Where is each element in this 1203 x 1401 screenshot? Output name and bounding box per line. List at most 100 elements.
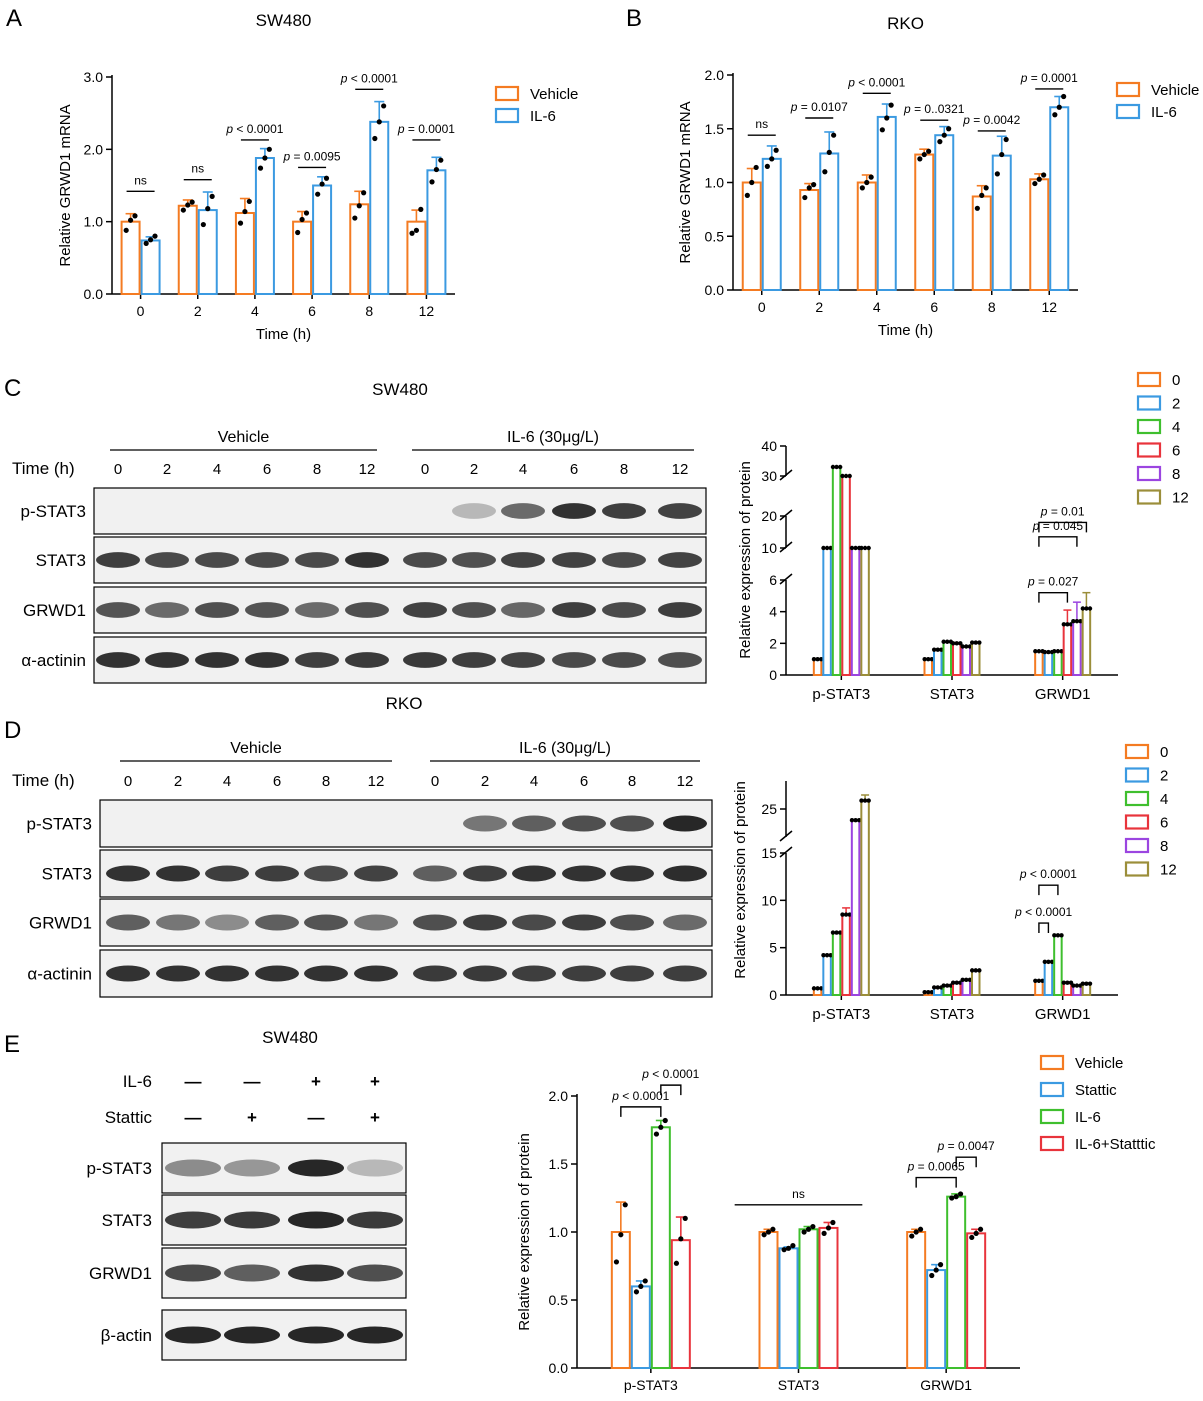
chart-b-data-point <box>888 102 894 108</box>
blot-c-band <box>552 552 596 568</box>
chart-d-data-point <box>929 989 935 995</box>
blot-d-band <box>463 865 507 882</box>
chart-a-bar <box>254 157 275 295</box>
blot-c-band <box>452 503 496 519</box>
chart-d-data-point <box>811 986 817 991</box>
chart-e-data-point <box>913 1229 919 1235</box>
chart-b-data-point <box>868 174 874 180</box>
chart-b-data-point <box>1032 180 1038 187</box>
blot-d-band <box>205 865 249 882</box>
chart-b-data-point <box>802 194 808 201</box>
blot-e-band <box>165 1326 221 1344</box>
chart-a-data-point <box>299 216 305 223</box>
blot-e-treatment-label-0: IL-6 <box>123 1072 152 1091</box>
chart-b-ytick-label-4: 2.0 <box>705 67 725 83</box>
chart-c-legend-label-2: 4 <box>1172 419 1180 436</box>
chart-e-xtick-label-0: p-STAT3 <box>624 1377 678 1393</box>
chart-b-ytick-label-3: 1.5 <box>705 121 725 137</box>
chart-a-data-point <box>132 213 138 219</box>
chart-c-data-point <box>811 656 817 662</box>
chart-c-bar <box>1072 620 1082 677</box>
chart-e-data-point <box>821 1230 827 1236</box>
chart-b-data-point <box>744 192 750 198</box>
blot-e-treatment-mark-0-1: — <box>244 1072 261 1091</box>
chart-b-data-point <box>926 148 932 154</box>
chart-a-bar <box>177 204 198 295</box>
chart-b-data-point <box>773 147 779 153</box>
chart-d-data-point <box>834 930 839 935</box>
blot-e-treatment-label-1: Stattic <box>105 1108 153 1127</box>
chart-c-data-point <box>837 464 843 470</box>
chart-e-ytick-label-4: 2.0 <box>549 1088 569 1104</box>
chart-a-sig-label-2: p < 0.0001 <box>225 122 283 136</box>
blot-d-time-label: Time (h) <box>12 771 75 790</box>
chart-a-ytick-label-0: 0.0 <box>84 286 104 302</box>
blot-d-band <box>354 914 398 931</box>
chart-e-chart: 0.0 0.5 1.0 1.5 2.0 p-STAT3 STAT3 GRWD1 Relative… <box>516 1054 1156 1393</box>
blot-d-band <box>610 815 654 832</box>
chart-a-ytick-label-1: 1.0 <box>84 214 104 230</box>
chart-b-data-point <box>921 151 927 158</box>
blot-d-blot: RKO Vehicle IL-6 (30μg/L) Time (h) 0 2 4 6 8 12 0 2… <box>12 694 713 998</box>
chart-a-legend-label-1: IL-6 <box>530 108 556 125</box>
chart-e-data-point <box>949 1195 955 1201</box>
chart-c-sig-bracket-1 <box>1038 536 1078 547</box>
chart-e-data-point <box>618 1232 624 1238</box>
chart-c-ytick-label-0-1: 2 <box>769 635 777 651</box>
blot-e-treatment-mark-1-1: + <box>247 1108 257 1127</box>
chart-b-data-point <box>879 127 885 133</box>
chart-e-data-point <box>638 1283 644 1289</box>
chart-a-data-point <box>127 217 134 223</box>
blot-d-band <box>255 865 299 882</box>
chart-e-data-point <box>781 1247 787 1253</box>
chart-b-xtick-label-2: 4 <box>873 299 881 315</box>
chart-d-bar <box>961 978 971 996</box>
chart-a-data-point <box>295 229 301 236</box>
blot-d-lane-label-4: 8 <box>322 773 330 790</box>
chart-d-ytick-label-0-0: 0 <box>769 987 777 1003</box>
blot-c-band <box>96 602 140 618</box>
blot-c-band <box>602 503 646 519</box>
chart-c-legend-swatch-5 <box>1136 489 1162 505</box>
blot-d-row-label-3: α-actinin <box>27 965 92 984</box>
chart-e-data-point <box>909 1233 915 1239</box>
blot-d-band <box>512 965 556 982</box>
chart-c-data-point <box>847 473 852 479</box>
blot-c-band <box>602 552 646 568</box>
chart-c-bar <box>831 466 842 676</box>
chart-c-data-point <box>1084 606 1089 611</box>
chart-b-data-point <box>937 139 943 145</box>
chart-c-data-point <box>967 644 973 649</box>
blot-d-lane-label-5: 12 <box>368 773 385 790</box>
panel-label-d: D <box>4 717 21 744</box>
blot-e-treatment-mark-1-2: — <box>308 1108 325 1127</box>
chart-e-ytick-label-2: 1.0 <box>549 1224 569 1240</box>
blot-e-band <box>224 1159 280 1177</box>
chart-a-data-point <box>242 208 248 215</box>
chart-d-data-point <box>840 912 845 917</box>
blot-e-band <box>165 1211 221 1229</box>
chart-a-bar <box>234 211 255 295</box>
chart-c-legend-label-3: 6 <box>1172 443 1180 460</box>
chart-e-data-point <box>613 1259 620 1265</box>
chart-c-axis-break-top-0 <box>779 573 793 585</box>
blot-c-lane-label-2: 4 <box>213 461 221 478</box>
blot-c-band <box>658 552 702 568</box>
chart-d-sig-bracket-1 <box>1038 884 1059 896</box>
chart-c-legend-swatch-0 <box>1136 371 1162 388</box>
chart-b-data-point <box>1061 93 1067 100</box>
chart-c-bar <box>933 648 943 677</box>
chart-a-xtick-label-1: 2 <box>194 303 202 319</box>
chart-b-bar <box>799 189 820 291</box>
chart-b-bar <box>761 157 782 291</box>
blot-c-lane-label-8: 4 <box>519 461 527 478</box>
blot-d-band <box>512 914 556 931</box>
chart-a-data-point <box>315 191 321 197</box>
chart-b-title: RKO <box>887 14 924 33</box>
chart-b-data-point <box>806 185 812 191</box>
chart-d-data-point <box>973 968 978 973</box>
blot-d-band <box>304 965 348 982</box>
blot-e-treatment-mark-1-0: — <box>185 1108 202 1127</box>
chart-d-xtick-label-1: STAT3 <box>930 1006 974 1023</box>
chart-d-data-point <box>977 968 982 973</box>
